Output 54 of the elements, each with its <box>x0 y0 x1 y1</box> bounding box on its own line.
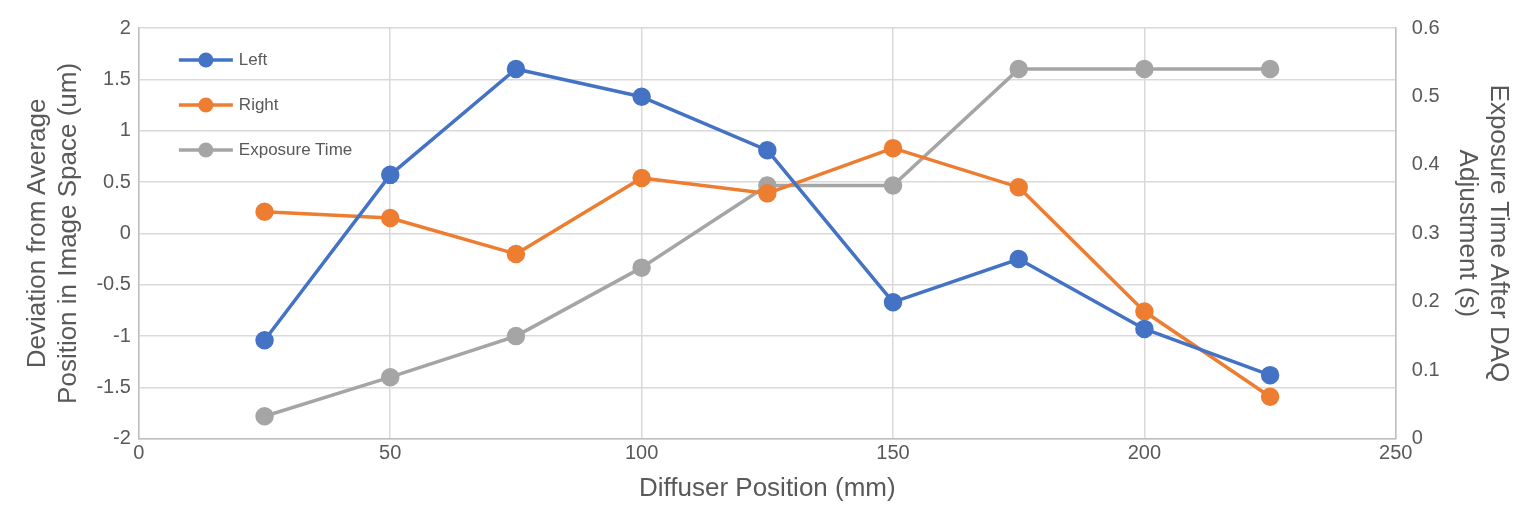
y2-tick-label: 0.6 <box>1411 15 1440 38</box>
x-tick-label: 50 <box>379 441 402 464</box>
y-tick-label: 0 <box>119 220 131 243</box>
x-tick-label: 0 <box>133 441 145 464</box>
y2-tick-label: 0.2 <box>1411 289 1440 312</box>
point <box>1135 302 1154 321</box>
x-tick-label: 100 <box>624 441 659 464</box>
x-axis-title: Diffuser Position (mm) <box>638 471 896 502</box>
point <box>883 176 903 195</box>
y-tick-label: 0.5 <box>103 169 131 192</box>
point <box>883 292 903 312</box>
point <box>1009 59 1028 79</box>
y-tick-label: -1.5 <box>96 374 131 397</box>
point <box>1009 249 1028 269</box>
y-axis-title: Deviation from Average Position in Image Space (um) <box>20 62 82 404</box>
point <box>758 184 777 203</box>
point <box>381 367 400 387</box>
point <box>883 138 903 158</box>
x-tick-label: 200 <box>1127 441 1162 464</box>
point <box>506 244 526 264</box>
point <box>758 140 777 160</box>
x-tick-label: 150 <box>876 441 910 464</box>
y-tick-label: -0.5 <box>96 272 131 295</box>
point <box>506 326 526 346</box>
y-tick-label: 1.5 <box>103 66 131 89</box>
point <box>381 208 400 228</box>
y2-tick-label: 0.1 <box>1411 357 1440 380</box>
y2-tick-label: 0.4 <box>1411 152 1440 175</box>
y-tick-label: -1 <box>113 323 131 346</box>
y2-tick-label: 0.3 <box>1411 220 1440 243</box>
y-tick-label: 2 <box>119 15 131 38</box>
legend-label: Exposure Time <box>238 139 353 159</box>
point <box>632 258 651 277</box>
point <box>1135 59 1154 79</box>
legend-label: Left <box>238 49 268 69</box>
point <box>1260 387 1280 406</box>
y-tick-label: 1 <box>119 118 131 141</box>
point <box>255 330 274 350</box>
point <box>1260 365 1280 385</box>
y2-tick-label: 0.5 <box>1411 83 1440 106</box>
point <box>1009 177 1028 197</box>
point <box>506 59 526 79</box>
x-tick-label: 250 <box>1379 441 1413 464</box>
point <box>1260 59 1280 79</box>
y2-axis-title: Exposure Time After DAQ Adjustment (s) <box>1454 84 1516 383</box>
point <box>255 406 274 426</box>
point <box>632 168 651 188</box>
y2-tick-label: 0 <box>1411 426 1423 449</box>
y-tick-label: -2 <box>113 426 131 449</box>
point <box>255 202 274 222</box>
point <box>1135 319 1154 339</box>
legend-label: Right <box>238 94 279 114</box>
point <box>632 87 651 107</box>
point <box>381 165 400 185</box>
